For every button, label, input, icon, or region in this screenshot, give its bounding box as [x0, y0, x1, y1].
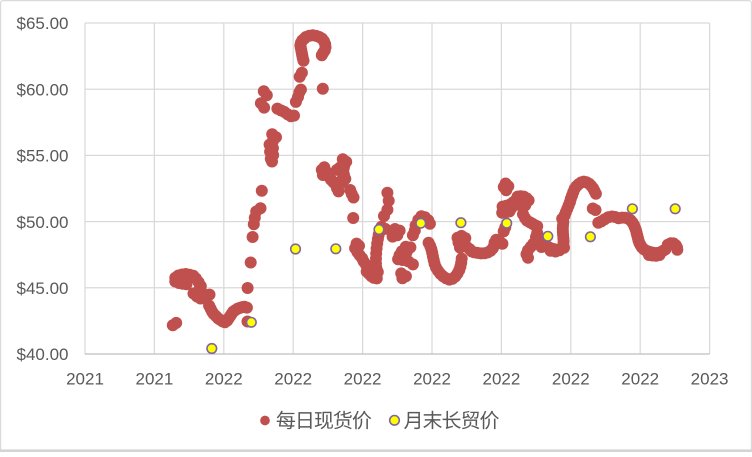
svg-text:2022: 2022 — [205, 369, 243, 388]
svg-text:$60.00: $60.00 — [17, 80, 69, 99]
svg-text:2023: 2023 — [691, 369, 729, 388]
svg-text:$65.00: $65.00 — [17, 14, 69, 33]
svg-text:2022: 2022 — [621, 369, 659, 388]
svg-text:2022: 2022 — [344, 369, 382, 388]
svg-text:2021: 2021 — [135, 369, 173, 388]
svg-text:2022: 2022 — [552, 369, 590, 388]
svg-text:$45.00: $45.00 — [17, 279, 69, 298]
svg-text:$50.00: $50.00 — [17, 213, 69, 232]
svg-text:2022: 2022 — [482, 369, 520, 388]
svg-text:$55.00: $55.00 — [17, 147, 69, 166]
svg-text:2021: 2021 — [66, 369, 104, 388]
svg-text:2022: 2022 — [274, 369, 312, 388]
svg-text:$40.00: $40.00 — [17, 345, 69, 364]
svg-text:2022: 2022 — [413, 369, 451, 388]
